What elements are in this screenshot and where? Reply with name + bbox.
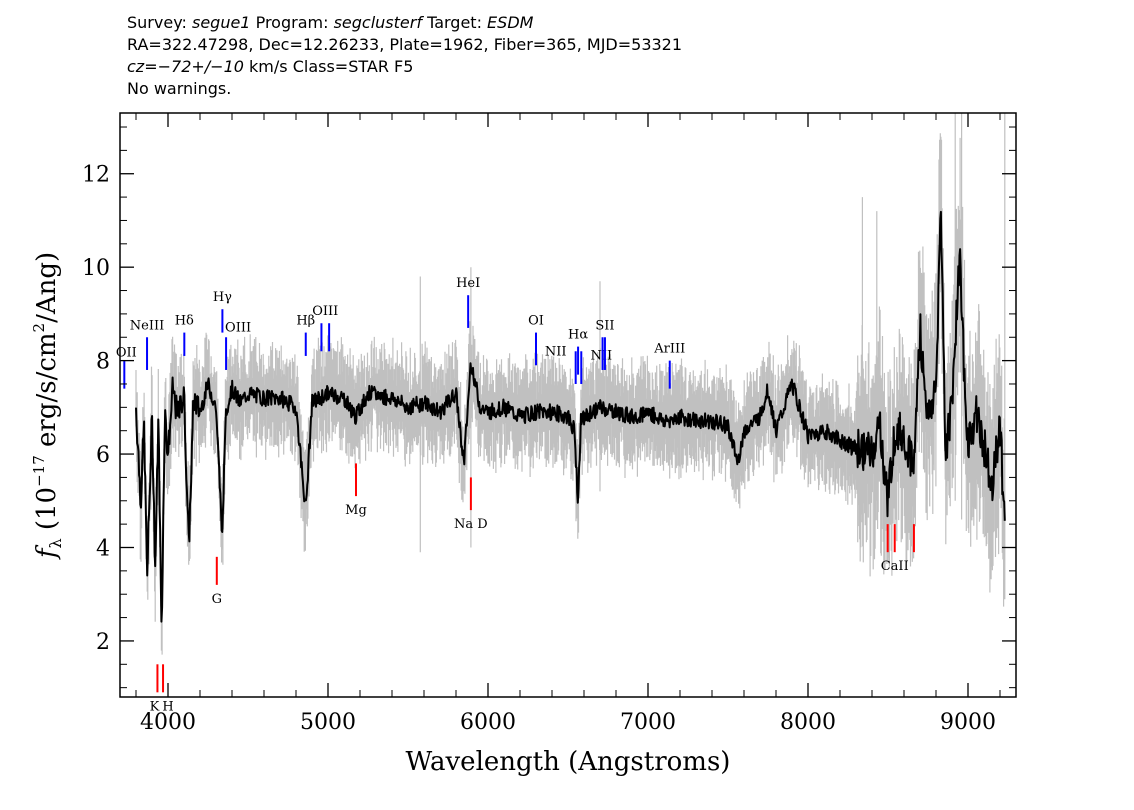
axis-ticks: 4000 5000 6000 7000 8000 9000 2 4 6 8 10 12 (82, 113, 1016, 735)
program-label: Program: (255, 13, 329, 32)
plot-frame (119, 112, 1017, 698)
spectral-line-label: Mg (345, 503, 367, 518)
survey-label: Survey: (127, 13, 187, 32)
header-line-3: cz=−72+/−10 km/s Class=STAR F5 (127, 56, 682, 78)
spectral-line-label: ArIII (653, 342, 685, 357)
spectral-line-label: K (150, 699, 160, 714)
target-label: Target: (427, 13, 482, 32)
header-line-2: RA=322.47298, Dec=12.26233, Plate=1962, … (127, 35, 683, 54)
header-line-1: Survey: segue1 Program: segclusterf Targ… (127, 12, 682, 34)
spectral-line-label: Hγ (213, 290, 232, 305)
x-axis-label: Wavelength (Angstroms) (406, 747, 731, 777)
y-tick-label: 6 (96, 443, 110, 468)
program-value: segclusterf (333, 13, 422, 32)
flux-series-line (135, 210, 1006, 623)
error-band (135, 113, 1006, 655)
warnings-text: No warnings. (127, 79, 232, 98)
target-value: ESDM (487, 13, 534, 32)
spectral-line-label: Hβ (296, 314, 315, 329)
spectral-line-label: Hδ (175, 314, 194, 329)
spectral-line-label: H (162, 699, 173, 714)
spectral-line-label: Hα (568, 328, 588, 343)
x-tick-label: 7000 (620, 710, 676, 735)
svg-text:fλ (10−17 erg/s/cm2/Ang): fλ (10−17 erg/s/cm2/Ang) (30, 252, 65, 560)
y-tick-label: 8 (96, 350, 110, 375)
spectral-line-label: Na D (454, 517, 488, 532)
spectral-line-label: G (212, 592, 222, 607)
spectral-line-label: OI (528, 314, 544, 329)
spectral-line-label: NeIII (130, 318, 164, 333)
plot-area (135, 113, 1006, 655)
y-tick-label: 2 (96, 630, 110, 655)
x-tick-label: 4000 (140, 710, 196, 735)
y-tick-label: 12 (82, 163, 110, 188)
spectral-line-label: HeI (456, 276, 480, 291)
survey-value: segue1 (191, 13, 251, 32)
spectral-line-label: SII (595, 318, 614, 333)
spectral-line-label: OIII (225, 320, 251, 335)
spectral-line-label: OII (116, 346, 137, 361)
x-tick-label: 6000 (460, 710, 516, 735)
spectral-line-label: NII (545, 344, 567, 359)
x-tick-label: 8000 (780, 710, 836, 735)
y-axis-label: fλ (10−17 erg/s/cm2/Ang) (30, 252, 65, 560)
cz-rest: km/s Class=STAR F5 (249, 57, 414, 76)
spectral-line-label: CaII (881, 559, 909, 574)
spectral-line-label: OIII (312, 304, 338, 319)
x-tick-label: 5000 (300, 710, 356, 735)
spectrum-header: Survey: segue1 Program: segclusterf Targ… (127, 12, 682, 100)
x-tick-label: 9000 (940, 710, 996, 735)
y-tick-label: 4 (96, 536, 110, 561)
cz-value: cz=−72+/−10 (127, 57, 244, 76)
y-tick-label: 10 (82, 256, 110, 281)
spectral-line-label: NII (590, 348, 612, 363)
